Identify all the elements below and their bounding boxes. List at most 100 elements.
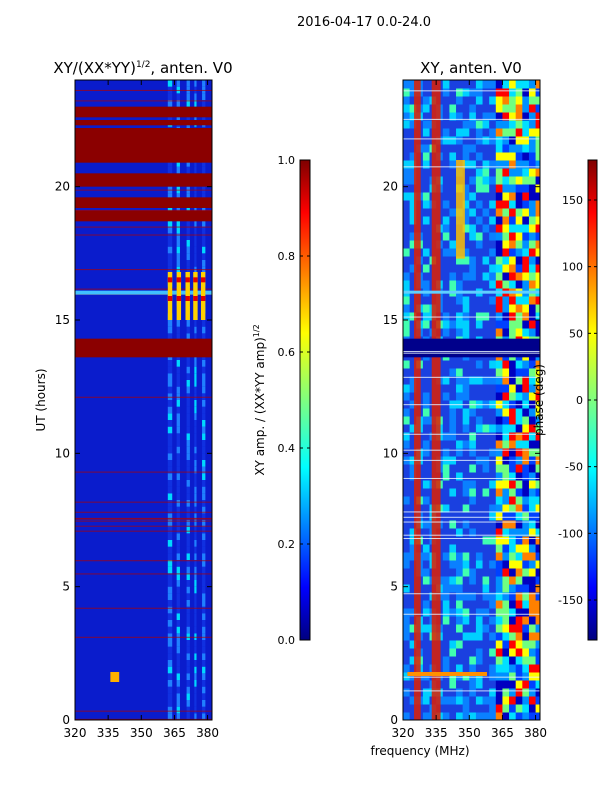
phase-cell [409,656,417,665]
phase-cell [422,432,431,441]
phase-cell [409,176,417,185]
phase-cell [509,232,517,241]
phase-cell [469,368,477,377]
phase-cell [495,256,503,265]
phase-cell [502,392,510,401]
phase-cell [456,136,464,145]
heat-cell [186,480,190,487]
phase-cell [482,696,490,705]
phase-cell [502,136,510,145]
left-colorbar-strip [299,159,311,641]
heat-cell [194,526,197,534]
phase-cell [515,408,523,417]
heat-cell [186,686,190,694]
phase-cell [422,448,431,457]
phase-cell [535,152,540,161]
phase-cell [489,648,497,657]
phase-cell [449,656,457,665]
heat-cell [186,473,190,480]
phase-cell [475,240,484,249]
phase-cell [495,624,503,633]
heat-cell [194,453,197,460]
phase-cell [456,464,464,473]
heat-cell [167,466,173,474]
phase-cell [449,392,457,401]
phase-cell [409,384,417,393]
phase-cell [528,184,537,193]
phase-cell [522,448,530,457]
phase-cell [469,240,477,249]
phase-cell [449,544,457,553]
phase-cell [456,432,464,441]
phase-cell [442,216,450,225]
phase-cell [489,256,497,265]
phase-cell [469,272,477,281]
phase-cell [495,80,503,89]
phase-cell [409,480,417,489]
phase-cell [475,168,484,177]
heat-cell [186,653,190,660]
heat-cell [194,473,197,480]
heat-cell [202,320,206,327]
phase-cell [535,136,540,145]
heat-cell [176,420,180,427]
phase-cell [528,480,537,489]
phase-cell [515,672,523,681]
phase-cell [535,208,540,217]
phase-cell [509,560,517,569]
phase-cell [515,528,523,537]
phase-cell [482,624,490,633]
phase-cell [442,312,450,321]
phase-cell [456,568,464,577]
phase-cell [495,528,503,537]
phase-cell [528,608,537,617]
phase-cell [535,216,540,225]
heat-cell [194,80,197,87]
phase-cell [403,384,411,393]
phase-cell [456,528,464,537]
phase-cell [482,504,490,513]
phase-cell [475,416,484,425]
phase-cell [502,496,510,505]
phase-cell [409,224,417,233]
phase-cell [409,248,417,257]
phase-cell [442,544,450,553]
heat-cell [202,466,206,474]
phase-cell [469,376,477,385]
phase-cell [449,120,457,129]
phase-cell [482,240,490,249]
phase-cell [462,312,470,321]
phase-cell [535,256,540,265]
heat-cell [167,400,173,407]
heat-cell [186,400,190,407]
phase-cell [456,448,464,457]
phase-cell [469,688,477,697]
phase-cell [442,128,450,137]
phase-cell [403,104,411,113]
phase-cell [409,520,417,529]
phase-cell [535,168,540,177]
phase-cell [409,232,417,241]
phase-cell [409,160,417,169]
phase-cell [522,584,530,593]
heat-cell [167,333,173,340]
heat-cell [176,233,180,240]
x-tick-label: 335 [97,726,120,740]
heat-row-line [75,573,212,575]
phase-cell [462,528,470,537]
phase-cell [409,576,417,585]
phase-cell [522,616,530,625]
phase-cell [409,304,417,313]
phase-cell [409,312,417,321]
phase-cell [482,576,490,585]
phase-cell [489,608,497,617]
phase-cell [528,200,537,209]
phase-cell [528,384,537,393]
heat-row-line [75,520,212,522]
phase-cell [475,408,484,417]
phase-cell [502,280,510,289]
phase-cell [535,96,540,105]
phase-cell [403,608,411,617]
heat-cell [167,606,173,614]
phase-cell [535,560,540,569]
